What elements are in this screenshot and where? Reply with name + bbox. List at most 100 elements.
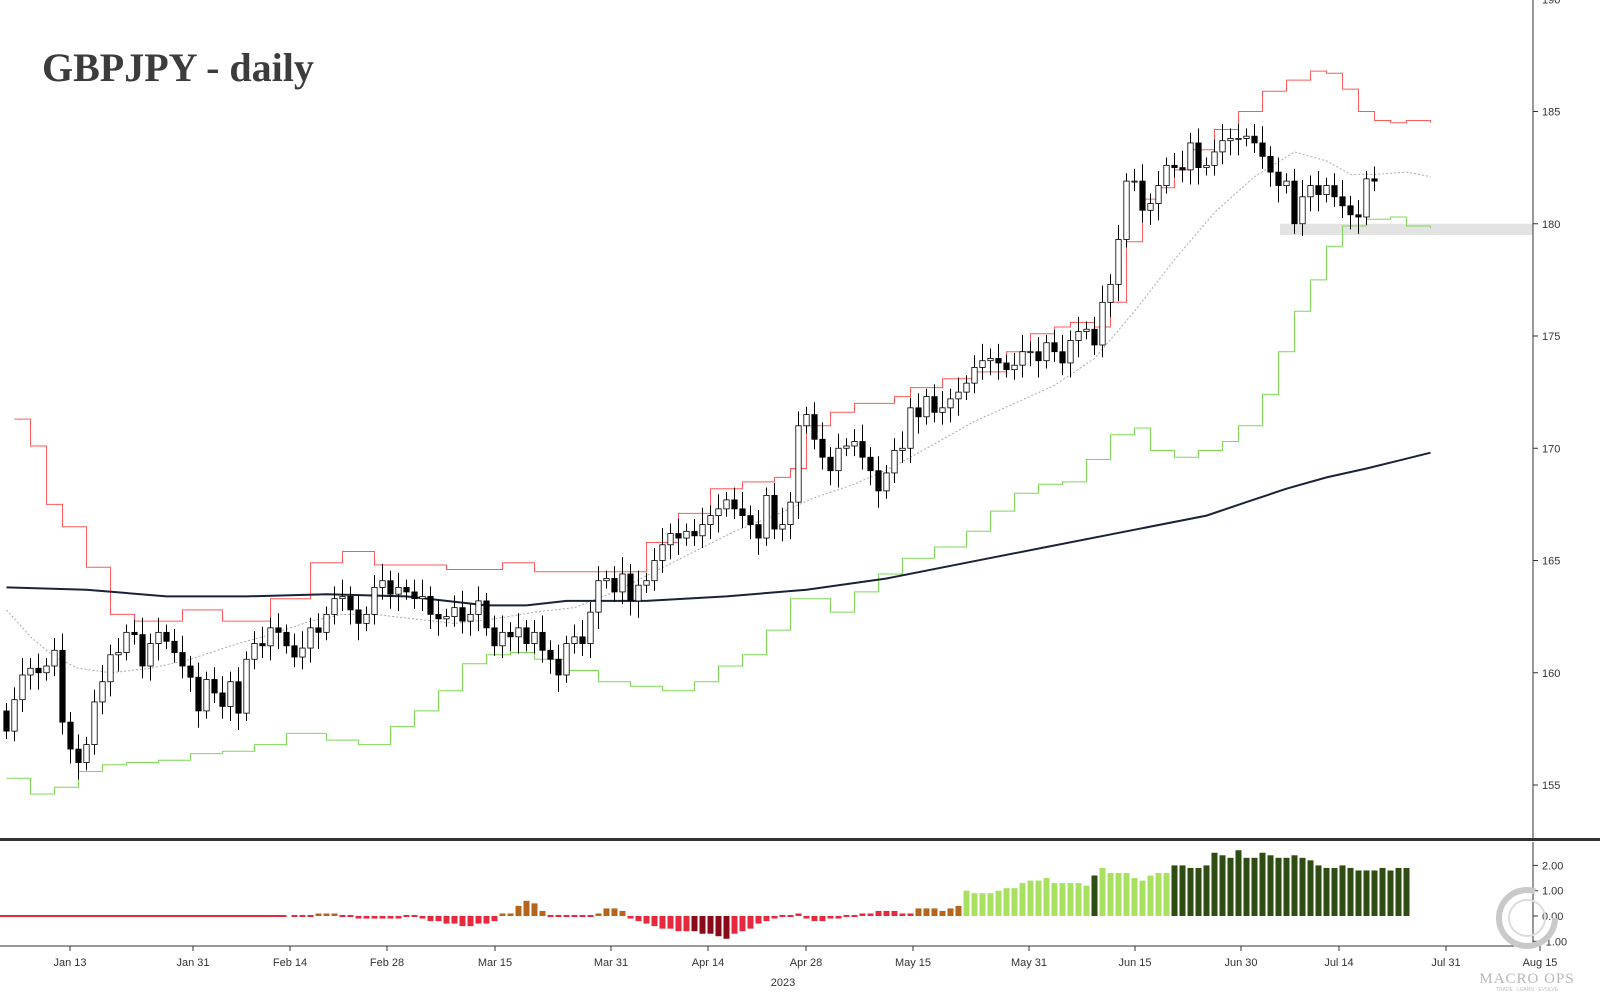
price-tick-label: 155 [1542,780,1560,792]
candle-body [1211,151,1218,166]
histogram-bar [1003,888,1010,916]
histogram-bar [1395,867,1402,916]
candle-body [331,598,338,615]
histogram-bar [963,890,970,916]
candle-body [811,414,818,440]
candle-body [411,591,418,600]
chart-title: GBPJPY - daily [42,45,314,90]
candle-body [755,524,762,539]
histogram-bar [1147,875,1154,916]
histogram-bar [819,916,826,922]
price-panel: 155 160 165 170 175 180 185 190 [0,0,1600,841]
candle-body [187,665,194,678]
candle-body [1179,167,1186,171]
candle-body [419,596,426,600]
candle-body [907,407,914,449]
candle-body [1339,196,1346,207]
histogram-bar [1275,857,1282,916]
histogram-bar [1163,872,1170,916]
histogram-bar [507,913,514,916]
candle-body [83,744,90,763]
histogram-bar [1051,883,1058,916]
candle-body [699,524,706,537]
candle-body [1299,196,1306,225]
histogram-bar [1379,867,1386,916]
candle-body [1003,362,1010,371]
histogram-bar [1243,857,1250,916]
histogram-bar [811,916,818,922]
histogram-bar [1187,867,1194,916]
oscillator-tick-label: 1.00 [1542,886,1563,898]
candle-body [307,627,314,649]
candle-body [547,649,554,660]
histogram-bar [315,913,322,916]
candle-body [499,631,506,647]
histogram-bar [859,913,866,916]
candle-body [851,441,858,447]
candle-body [19,674,26,701]
histogram-bar [747,916,754,929]
histogram-bar [731,916,738,934]
histogram-bar [467,916,474,927]
histogram-bar [947,908,954,916]
x-tick-label: Mar 31 [594,957,628,969]
candle-body [211,679,218,694]
candle-body [227,681,234,707]
histogram-bar [379,916,386,919]
histogram-bar [1227,857,1234,916]
x-tick-label: Jul 14 [1324,957,1353,969]
histogram-bar [1035,880,1042,916]
candle-body [691,530,698,537]
histogram-bar [523,900,530,916]
histogram-bar [979,893,986,916]
histogram-bar [1195,867,1202,916]
candle-body [387,580,394,595]
histogram-bar [1171,865,1178,916]
upper-band-series [14,70,1431,622]
histogram-bar [1099,867,1106,916]
histogram-bar [371,916,378,919]
histogram-bar [1115,872,1122,916]
x-tick-label: Jul 31 [1431,957,1460,969]
histogram-bar [579,915,586,917]
candle-body [451,607,458,618]
candle-body [1011,364,1018,371]
price-tick-label: 180 [1542,219,1560,231]
x-tick-label: Mar 15 [478,957,512,969]
histogram-bar [1267,855,1274,916]
histogram-bar [1251,857,1258,916]
histogram-bar [1339,865,1346,916]
histogram-bar [323,913,330,916]
histogram-bar [771,916,778,919]
histogram-bar [1155,872,1162,916]
candle-body [507,631,514,638]
candle-body [123,631,130,653]
candle-body [587,611,594,644]
candle-body [1123,180,1130,240]
candle-body [971,367,978,384]
histogram-bar [667,916,674,929]
candle-body [635,584,642,602]
histogram-bar [1387,870,1394,916]
histogram-bar [1371,870,1378,916]
histogram-bar [971,893,978,916]
candle-body [1203,164,1210,169]
candle-body [1035,351,1042,362]
candle-body [11,699,18,732]
candle-body [579,636,586,644]
histogram-bar [1219,855,1226,916]
price-tick-label: 175 [1542,331,1560,343]
histogram-bar [603,908,610,916]
histogram-bar [1291,855,1298,916]
x-tick-label: Apr 28 [790,957,822,969]
histogram-bar [691,916,698,932]
candle-body [1187,142,1194,171]
histogram-bar [1139,880,1146,916]
histogram-bar [851,915,858,917]
x-tick-label: Jun 15 [1118,957,1151,969]
x-axis: Jan 13 Jan 31 Feb 14 Feb 28 Mar 15 Mar 31 Apr … [0,945,1557,989]
candle-body [1243,135,1250,139]
histogram-bar [435,916,442,922]
histogram-bar [787,915,794,917]
candle-body [195,676,202,712]
